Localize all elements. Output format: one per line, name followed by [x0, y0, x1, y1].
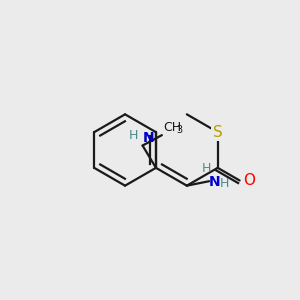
Text: 3: 3: [176, 125, 182, 135]
Text: N: N: [209, 175, 221, 189]
Text: N: N: [142, 131, 154, 145]
Text: H: H: [129, 129, 138, 142]
Text: CH: CH: [164, 121, 181, 134]
Text: S: S: [213, 125, 223, 140]
Text: O: O: [243, 173, 255, 188]
Text: H: H: [202, 162, 212, 175]
Text: H: H: [220, 177, 229, 190]
